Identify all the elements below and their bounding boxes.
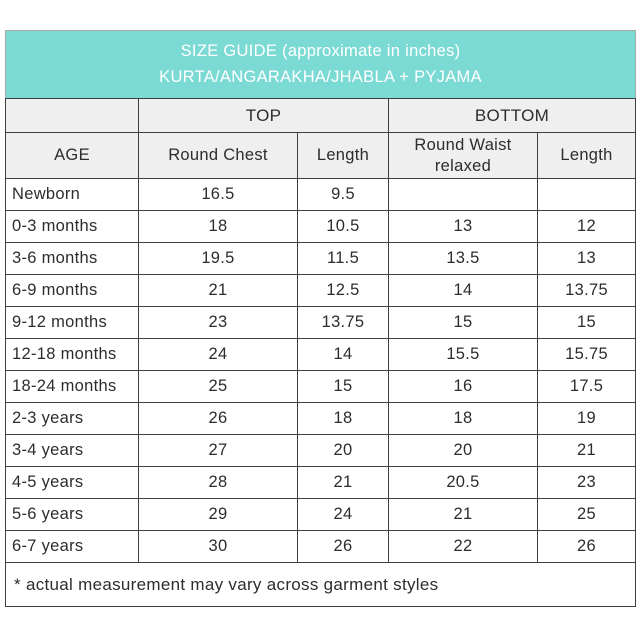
measurement-cell: 26 <box>536 530 637 564</box>
column-header-row: AGE Round Chest Length Round Waist relax… <box>5 131 637 180</box>
table-row: 3-6 months 19.5 11.5 13.5 13 <box>5 242 637 276</box>
measurement-cell: 15 <box>536 306 637 340</box>
age-cell: 9-12 months <box>5 306 139 340</box>
measurement-cell: 13.75 <box>536 274 637 308</box>
measurement-cell: 28 <box>138 466 298 500</box>
col-header-age: AGE <box>5 131 139 180</box>
table-row: 6-7 years 30 26 22 26 <box>5 530 637 564</box>
measurement-cell: 19.5 <box>138 242 298 276</box>
measurement-cell: 13 <box>388 210 538 244</box>
measurement-cell: 18 <box>138 210 298 244</box>
measurement-cell: 15 <box>388 306 538 340</box>
col-header-bottom-length: Length <box>536 131 637 180</box>
table-row: 5-6 years 29 24 21 25 <box>5 498 637 532</box>
measurement-cell: 23 <box>138 306 298 340</box>
measurement-cell: 14 <box>388 274 538 308</box>
age-cell: 12-18 months <box>5 338 139 372</box>
table-row: 4-5 years 28 21 20.5 23 <box>5 466 637 500</box>
group-spacer-cell <box>5 98 139 133</box>
measurement-cell: 19 <box>536 402 637 436</box>
measurement-cell: 30 <box>138 530 298 564</box>
measurement-cell: 20 <box>388 434 538 468</box>
measurement-cell: 16 <box>388 370 538 404</box>
measurement-cell: 11.5 <box>297 242 389 276</box>
age-cell: 6-7 years <box>5 530 139 564</box>
table-row: 18-24 months 25 15 16 17.5 <box>5 370 637 404</box>
measurement-cell: 23 <box>536 466 637 500</box>
measurement-cell: 13 <box>536 242 637 276</box>
table-row: 2-3 years 26 18 18 19 <box>5 402 637 436</box>
measurement-cell <box>536 178 637 212</box>
title-line-2: KURTA/ANGARAKHA/JHABLA + PYJAMA <box>159 67 482 86</box>
measurement-cell: 24 <box>138 338 298 372</box>
measurement-cell: 29 <box>138 498 298 532</box>
col-header-round-waist: Round Waist relaxed <box>388 131 538 180</box>
age-cell: 5-6 years <box>5 498 139 532</box>
measurement-cell: 16.5 <box>138 178 298 212</box>
measurement-cell: 15.75 <box>536 338 637 372</box>
measurement-cell: 13.75 <box>297 306 389 340</box>
age-cell: 3-4 years <box>5 434 139 468</box>
age-cell: 0-3 months <box>5 210 139 244</box>
measurement-cell: 12 <box>536 210 637 244</box>
size-guide-table: SIZE GUIDE (approximate in inches) KURTA… <box>4 30 637 608</box>
measurement-cell: 24 <box>297 498 389 532</box>
table-row: 12-18 months 24 14 15.5 15.75 <box>5 338 637 372</box>
measurement-cell: 25 <box>138 370 298 404</box>
age-cell: 4-5 years <box>5 466 139 500</box>
col-header-round-chest: Round Chest <box>138 131 298 180</box>
measurement-cell: 18 <box>297 402 389 436</box>
table-title-banner: SIZE GUIDE (approximate in inches) KURTA… <box>4 30 637 99</box>
age-cell: 3-6 months <box>5 242 139 276</box>
measurement-cell: 18 <box>388 402 538 436</box>
measurement-cell: 25 <box>536 498 637 532</box>
title-row: SIZE GUIDE (approximate in inches) KURTA… <box>4 30 637 99</box>
measurement-cell: 12.5 <box>297 274 389 308</box>
measurement-cell <box>388 178 538 212</box>
size-rows: Newborn 16.5 9.5 0-3 months 18 10.5 13 12 3-6 mo… <box>5 178 637 564</box>
measurement-cell: 20 <box>297 434 389 468</box>
group-bottom-label: BOTTOM <box>387 98 637 133</box>
measurement-cell: 21 <box>297 466 389 500</box>
col-header-top-length: Length <box>297 131 389 180</box>
table-row: Newborn 16.5 9.5 <box>5 178 637 212</box>
measurement-cell: 27 <box>138 434 298 468</box>
measurement-cell: 15 <box>297 370 389 404</box>
footnote-row: * actual measurement may vary across gar… <box>4 562 637 608</box>
measurement-cell: 26 <box>138 402 298 436</box>
measurement-cell: 21 <box>536 434 637 468</box>
group-top-label: TOP <box>138 98 389 133</box>
table-row: 6-9 months 21 12.5 14 13.75 <box>5 274 637 308</box>
table-row: 0-3 months 18 10.5 13 12 <box>5 210 637 244</box>
measurement-cell: 10.5 <box>297 210 389 244</box>
measurement-cell: 20.5 <box>388 466 538 500</box>
group-header-row: TOP BOTTOM <box>5 98 637 133</box>
title-line-1: SIZE GUIDE (approximate in inches) <box>180 41 461 60</box>
footnote: * actual measurement may vary across gar… <box>4 562 637 608</box>
measurement-cell: 14 <box>297 338 389 372</box>
measurement-cell: 13.5 <box>388 242 538 276</box>
measurement-cell: 21 <box>138 274 298 308</box>
age-cell: 2-3 years <box>5 402 139 436</box>
age-cell: 18-24 months <box>5 370 139 404</box>
measurement-cell: 21 <box>388 498 538 532</box>
table-row: 3-4 years 27 20 20 21 <box>5 434 637 468</box>
measurement-cell: 22 <box>388 530 538 564</box>
age-cell: 6-9 months <box>5 274 139 308</box>
age-cell: Newborn <box>5 178 139 212</box>
measurement-cell: 17.5 <box>536 370 637 404</box>
measurement-cell: 15.5 <box>388 338 538 372</box>
measurement-cell: 9.5 <box>297 178 389 212</box>
table-row: 9-12 months 23 13.75 15 15 <box>5 306 637 340</box>
measurement-cell: 26 <box>297 530 389 564</box>
